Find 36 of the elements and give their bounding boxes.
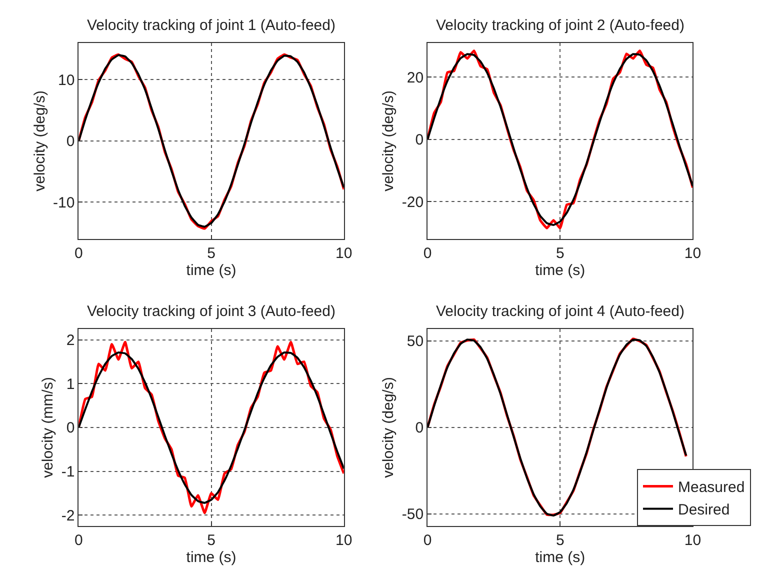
x-axis-title: time (s) — [186, 262, 236, 279]
legend-label: Measured — [678, 479, 745, 496]
x-tick-label: 5 — [556, 532, 564, 550]
y-tick-label: 0 — [66, 420, 75, 437]
chart-title: Velocity tracking of joint 4 (Auto-feed) — [436, 303, 684, 320]
y-axis-title: velocity (deg/s) — [380, 90, 398, 192]
x-tick-label: 10 — [684, 532, 702, 550]
x-tick-label: 5 — [207, 244, 216, 262]
y-tick-label: -10 — [53, 194, 75, 212]
y-tick-label: 0 — [415, 132, 424, 149]
legend-label: Desired — [678, 502, 730, 519]
y-tick-label: 2 — [66, 332, 75, 350]
x-tick-label: 10 — [684, 244, 702, 262]
chart-title: Velocity tracking of joint 1 (Auto-feed) — [87, 17, 336, 34]
y-tick-label: 0 — [66, 133, 75, 150]
chart-title: Velocity tracking of joint 2 (Auto-feed) — [436, 17, 684, 34]
y-tick-label: -1 — [61, 464, 75, 481]
y-axis-title: velocity (deg/s) — [31, 90, 48, 192]
x-tick-label: 10 — [336, 244, 352, 262]
x-tick-label: 5 — [556, 244, 564, 262]
y-tick-label: -50 — [402, 506, 424, 524]
x-axis-title: time (s) — [186, 549, 236, 566]
x-tick-label: 10 — [336, 532, 352, 550]
y-axis-title: velocity (mm/s) — [40, 377, 57, 478]
y-tick-label: 10 — [58, 72, 75, 89]
x-tick-label: 5 — [207, 532, 216, 550]
y-tick-label: 1 — [66, 376, 75, 393]
chart-title: Velocity tracking of joint 3 (Auto-feed) — [87, 303, 336, 320]
y-tick-label: 20 — [406, 69, 424, 86]
y-tick-label: -2 — [61, 507, 75, 524]
x-axis-title: time (s) — [535, 262, 586, 279]
y-tick-label: -20 — [402, 194, 424, 211]
x-axis-title: time (s) — [535, 549, 586, 566]
y-tick-label: 50 — [406, 333, 424, 350]
y-axis-title: velocity (deg/s) — [380, 377, 398, 478]
y-tick-label: 0 — [415, 420, 424, 437]
